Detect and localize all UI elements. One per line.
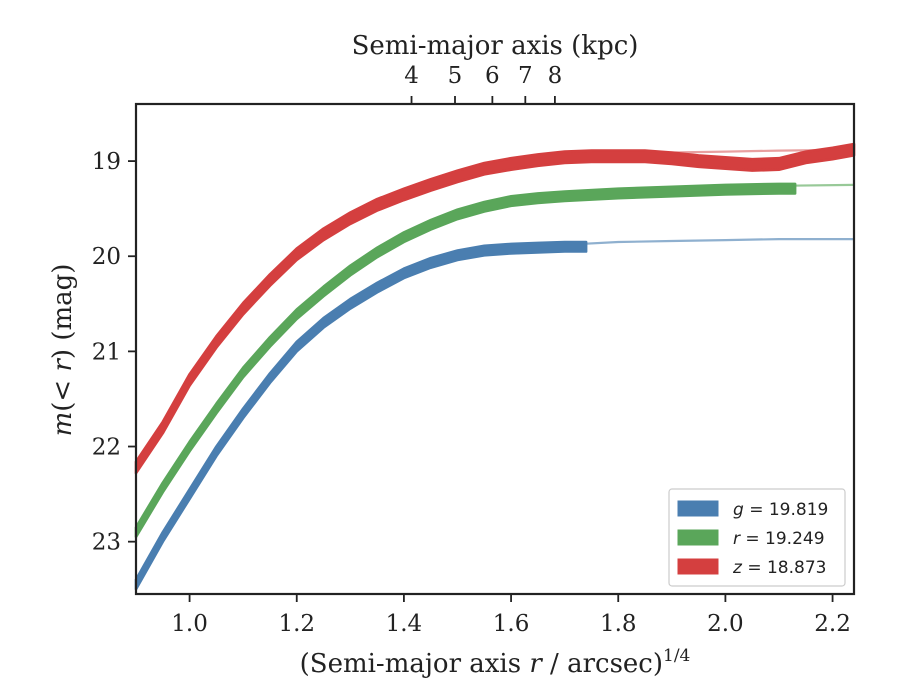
- legend: g = 19.819 r = 19.249 z = 18.873: [668, 488, 846, 587]
- top-tick-label: 6: [485, 63, 500, 89]
- y-tick-label: 23: [92, 530, 121, 556]
- legend-label-z: z = 18.873: [732, 558, 826, 578]
- legend-swatch-z: [677, 558, 719, 575]
- band-series-r: [134, 182, 797, 539]
- top-tick-label: 8: [548, 63, 563, 89]
- legend-label-r: r = 19.249: [733, 529, 825, 549]
- top-tick-label: 5: [448, 63, 463, 89]
- x-tick-label: 1.6: [493, 611, 530, 637]
- legend-swatch-g: [677, 500, 719, 517]
- x-tick-label: 1.2: [278, 611, 315, 637]
- x-tick-label: 2.0: [707, 611, 744, 637]
- x-tick-label: 1.8: [600, 611, 637, 637]
- y-axis-ticks: 19 20 21 22 23: [92, 149, 136, 556]
- x-tick-label: 1.4: [386, 611, 423, 637]
- top-axis-title: Semi-major axis (kpc): [352, 31, 639, 61]
- top-tick-label: 4: [404, 63, 419, 89]
- x-axis-title: (Semi-major axis r / arcsec)1/4: [300, 646, 691, 679]
- y-tick-label: 21: [92, 339, 121, 365]
- x-axis-ticks: 1.0 1.2 1.4 1.6 1.8 2.0 2.2: [171, 594, 851, 637]
- y-tick-label: 20: [92, 244, 121, 270]
- legend-swatch-r: [677, 529, 719, 546]
- x-tick-label: 2.2: [814, 611, 851, 637]
- band-series-g: [134, 240, 588, 591]
- y-tick-label: 22: [92, 435, 121, 461]
- top-tick-label: 7: [518, 63, 533, 89]
- y-axis-title: m(< r) (mag): [48, 264, 78, 437]
- legend-label-g: g = 19.819: [733, 500, 828, 520]
- x-tick-label: 1.0: [171, 611, 208, 637]
- y-tick-label: 19: [92, 149, 121, 175]
- plot-frame: [134, 102, 856, 596]
